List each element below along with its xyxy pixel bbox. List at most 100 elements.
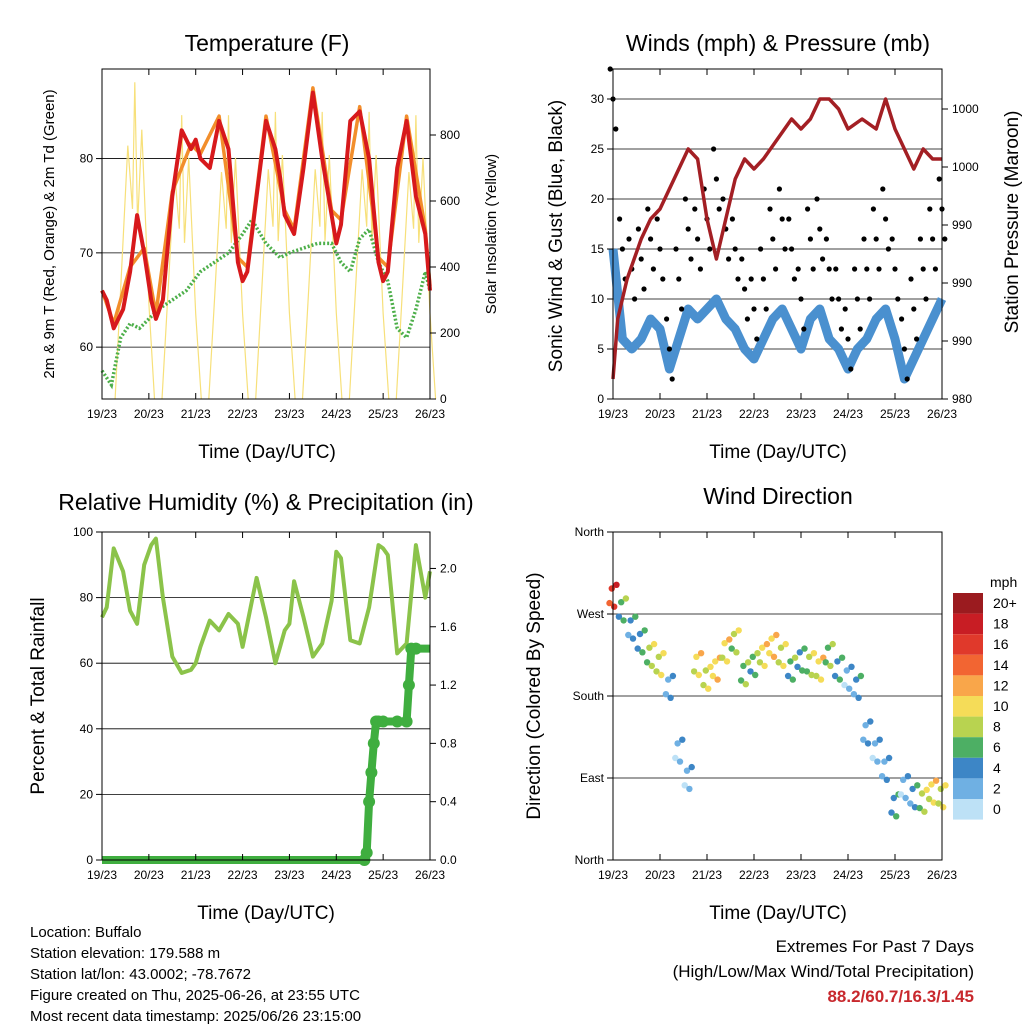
x-tick-label: 24/23 <box>833 868 863 882</box>
gust-point <box>751 306 757 312</box>
pressure-line <box>611 97 942 380</box>
gust-point <box>895 296 901 302</box>
y2-tick-label: 800 <box>440 128 460 142</box>
y-tick-label: 30 <box>591 92 605 106</box>
direction-point <box>662 691 670 698</box>
y-tick-label: South <box>573 689 604 703</box>
recent-text: Most recent data timestamp: 2025/06/26 2… <box>30 1008 362 1025</box>
direction-point <box>763 640 771 648</box>
direction-point <box>632 613 639 620</box>
gust-point <box>807 236 814 242</box>
temperature-title: Temperature (F) <box>185 30 350 56</box>
direction-point <box>690 668 698 675</box>
x-tick-label: 19/23 <box>87 407 117 421</box>
direction-point <box>679 736 686 743</box>
gust-point <box>810 266 816 272</box>
x-tick-label: 25/23 <box>880 868 910 882</box>
gust-point <box>716 206 722 212</box>
gust-point <box>632 296 638 302</box>
gust-point <box>864 266 870 272</box>
x-tick-label: 25/23 <box>880 407 910 421</box>
y-tick-label: North <box>575 853 604 867</box>
dewpoint-line <box>100 216 432 390</box>
solar-insolation-line <box>255 111 296 400</box>
direction-point <box>646 644 653 651</box>
colorbar-swatch <box>953 613 983 635</box>
direction-point <box>686 785 693 793</box>
direction-point <box>794 663 801 670</box>
x-tick-label: 24/23 <box>833 407 863 421</box>
gust-point <box>861 236 867 242</box>
y2-tick-label: 990 <box>952 276 972 290</box>
direction-point <box>782 640 789 648</box>
direction-point <box>648 662 655 670</box>
direction-point <box>878 773 886 780</box>
direction-point <box>857 672 865 680</box>
direction-point <box>855 694 862 701</box>
direction-point <box>681 782 688 789</box>
direction-point <box>869 754 876 762</box>
direction-point <box>744 659 752 666</box>
gust-point <box>880 186 886 192</box>
gust-point <box>773 266 779 272</box>
y-tick-label: 60 <box>80 340 94 354</box>
gust-point <box>873 236 879 242</box>
y2-tick-label: 0.4 <box>440 795 457 809</box>
wind-direction-y-label: Direction (Colored By Speed) <box>524 572 545 819</box>
direction-point <box>900 776 907 783</box>
direction-point <box>803 668 811 675</box>
colorbar-label: 20+ <box>993 595 1017 611</box>
y2-tick-label: 1.2 <box>440 678 457 692</box>
direction-point <box>824 644 832 651</box>
direction-point <box>876 736 883 743</box>
y2-tick-label: 1.6 <box>440 620 457 634</box>
gust-point <box>852 266 858 272</box>
winds-panel: Winds (mph) & Pressure (mb) 0 5 10 15 20 25 30… <box>546 30 1023 463</box>
gust-point <box>713 176 720 182</box>
gust-point <box>726 256 732 262</box>
gust-point <box>641 286 647 292</box>
gust-point <box>758 246 764 252</box>
rainfall-point <box>360 846 373 859</box>
direction-point <box>925 795 933 803</box>
direction-point <box>836 676 843 683</box>
direction-point <box>627 617 634 624</box>
direction-point <box>714 676 721 683</box>
winds-y2-label: Station Pressure (Maroon) <box>1002 111 1023 334</box>
gust-point <box>711 146 717 152</box>
gust-point <box>885 246 892 252</box>
x-tick-label: 26/23 <box>415 407 445 421</box>
gust-point <box>854 296 861 302</box>
humidity-title: Relative Humidity (%) & Precipitation (i… <box>58 489 473 515</box>
gust-point <box>645 206 651 212</box>
direction-point <box>770 653 778 660</box>
direction-point <box>907 800 914 807</box>
gust-point <box>801 326 807 332</box>
y2-tick-label: 990 <box>952 334 972 348</box>
gust-point <box>845 336 851 342</box>
x-tick-label: 24/23 <box>321 868 351 882</box>
humidity-x-label: Time (Day/UTC) <box>197 903 335 924</box>
gust-point <box>848 366 854 372</box>
gust-point <box>657 246 663 252</box>
direction-point <box>611 603 618 610</box>
y-tick-label: 20 <box>591 192 605 206</box>
direction-point <box>712 658 719 665</box>
direction-point <box>935 800 942 807</box>
colorbar-label: 0 <box>993 801 1001 817</box>
direction-point <box>846 685 853 692</box>
x-tick-label: 24/23 <box>321 407 351 421</box>
y-tick-label: 70 <box>80 246 94 260</box>
rainfall-point <box>400 715 413 728</box>
direction-point <box>693 653 700 660</box>
direction-point <box>918 790 926 797</box>
gust-point <box>779 216 785 222</box>
y-tick-label: 80 <box>80 152 94 166</box>
gust-point <box>805 206 811 212</box>
gust-point <box>776 186 783 192</box>
rainfall-line <box>102 644 430 864</box>
gust-point <box>829 296 835 302</box>
gust-point <box>817 226 823 232</box>
humidity-panel: Relative Humidity (%) & Precipitation (i… <box>28 489 474 924</box>
humidity-y-label: Percent & Total Rainfall <box>28 597 49 794</box>
